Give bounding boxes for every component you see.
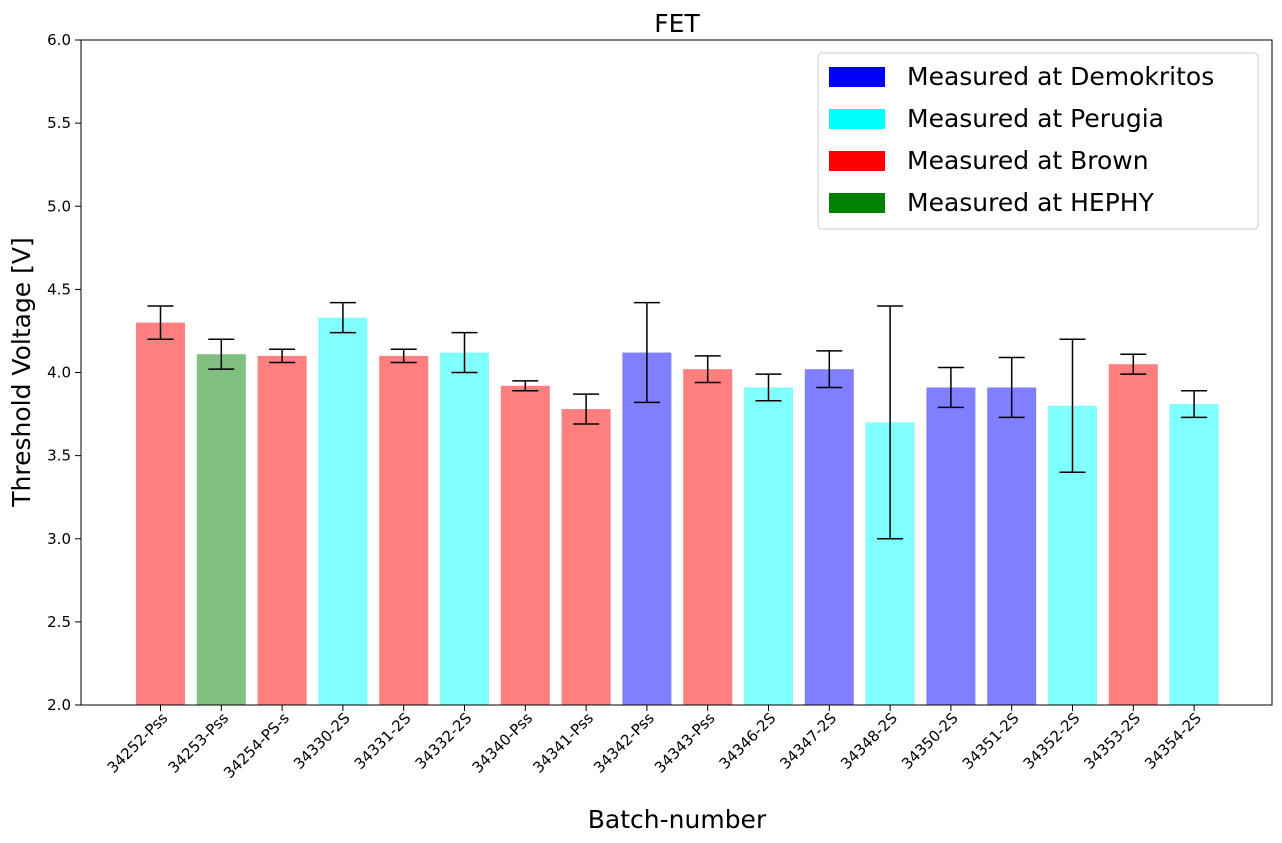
- bars-group: [136, 317, 1219, 705]
- x-tick-label: 34331-2S: [351, 709, 415, 773]
- legend-label-perugia: Measured at Perugia: [907, 104, 1164, 133]
- x-tick-label: 34342-Pss: [590, 709, 658, 777]
- y-tick-label: 6.0: [47, 31, 71, 49]
- y-axis-ticks: 2.0 2.5 3.0 3.5 4.0 4.5 5.0 5.5 6.0: [47, 31, 81, 714]
- x-tick-label: 34354-2S: [1141, 709, 1205, 773]
- bar-34354-2S: [1169, 404, 1219, 705]
- x-tick-label: 34340-Pss: [469, 709, 537, 777]
- bar-34330-2S: [318, 317, 368, 705]
- bar-34340-Pss: [500, 385, 550, 705]
- x-tick-label: 34352-2S: [1020, 709, 1084, 773]
- plot-frame: [80, 39, 1273, 706]
- bar-34252-Pss: [136, 322, 185, 705]
- x-tick-label: 34353-2S: [1080, 709, 1144, 773]
- x-tick-label: 34341-Pss: [529, 709, 597, 777]
- bar-34353-2S: [1108, 364, 1158, 705]
- bar-34332-2S: [440, 352, 489, 705]
- legend-box: [817, 52, 1259, 230]
- bar-34254-PS-s: [257, 355, 307, 705]
- x-tick-label: 34252-Pss: [104, 709, 172, 777]
- x-axis-title: Batch-number: [588, 805, 767, 834]
- y-tick-label: 2.0: [47, 696, 71, 714]
- x-tick-label: 34254-PS-s: [220, 709, 293, 782]
- bar-34351-2S: [987, 387, 1037, 705]
- legend-label-brown: Measured at Brown: [907, 146, 1149, 175]
- bar-34331-2S: [379, 355, 429, 705]
- legend-swatch-hephy: [829, 193, 885, 213]
- y-tick-label: 5.0: [47, 197, 71, 215]
- bar-34346-2S: [744, 387, 793, 705]
- x-axis-ticks: 34252-Pss34253-Pss34254-PS-s34330-2S3433…: [104, 705, 1205, 782]
- legend: Measured at Demokritos Measured at Perugi…: [817, 52, 1259, 230]
- x-tick-label: 34343-Pss: [651, 709, 719, 777]
- x-tick-label: 34346-2S: [716, 709, 780, 773]
- y-tick-label: 4.5: [47, 280, 71, 298]
- bar-34350-2S: [926, 387, 976, 705]
- legend-swatch-perugia: [829, 109, 885, 129]
- bar-34343-Pss: [683, 369, 733, 705]
- bar-34342-Pss: [622, 352, 672, 705]
- x-tick-label: 34347-2S: [776, 709, 840, 773]
- x-tick-label: 34351-2S: [959, 709, 1023, 773]
- y-tick-label: 4.0: [47, 364, 71, 382]
- x-tick-label: 34348-2S: [837, 709, 901, 773]
- x-tick-label: 34330-2S: [290, 709, 354, 773]
- legend-swatch-demokritos: [829, 67, 885, 87]
- chart-title: FET: [654, 9, 700, 38]
- bar-34253-Pss: [196, 354, 246, 705]
- y-axis-title: Threshold Voltage [V]: [7, 237, 36, 507]
- x-tick-label: 34350-2S: [898, 709, 962, 773]
- legend-label-hephy: Measured at HEPHY: [907, 188, 1155, 217]
- y-tick-label: 3.0: [47, 530, 71, 548]
- bar-34341-Pss: [561, 409, 611, 705]
- bar-34347-2S: [804, 369, 854, 705]
- y-tick-label: 5.5: [47, 114, 71, 132]
- error-bars-group: [147, 301, 1208, 540]
- legend-label-demokritos: Measured at Demokritos: [907, 62, 1214, 91]
- y-tick-label: 3.5: [47, 447, 71, 465]
- legend-swatch-brown: [829, 151, 885, 171]
- x-tick-label: 34332-2S: [412, 709, 476, 773]
- y-tick-label: 2.5: [47, 613, 71, 631]
